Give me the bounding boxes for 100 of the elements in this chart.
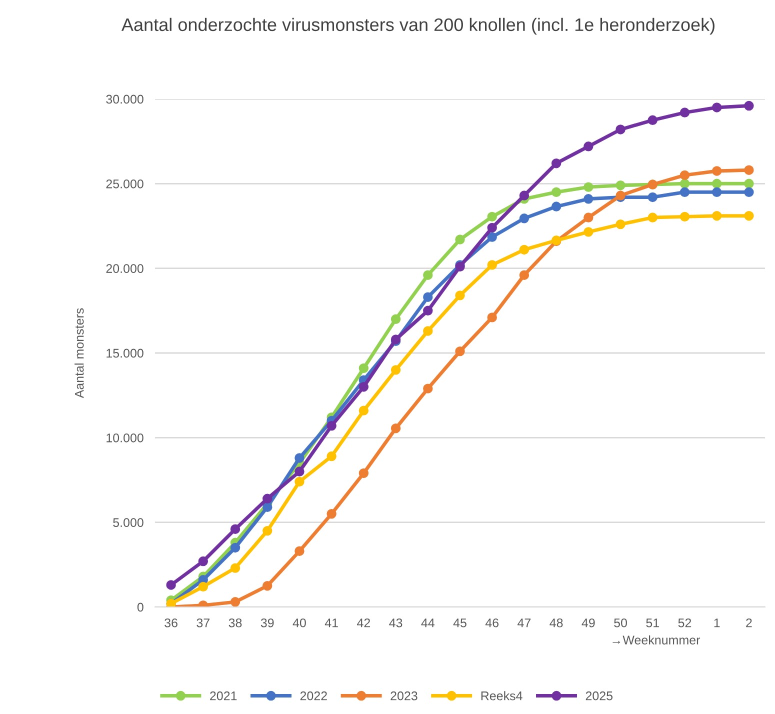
- legend-label: Reeks4: [481, 691, 522, 700]
- y-tick-label: 15.000: [106, 348, 144, 358]
- x-tick-label: 46: [485, 618, 499, 628]
- point: [358, 406, 369, 416]
- point: [230, 524, 240, 534]
- x-tick-label: 37: [196, 618, 210, 628]
- point: [584, 212, 594, 222]
- x-tick-label: 43: [389, 618, 402, 628]
- point: [680, 187, 690, 197]
- point: [551, 158, 562, 168]
- point: [616, 180, 626, 190]
- point: [230, 597, 240, 607]
- point: [294, 546, 304, 556]
- point: [519, 190, 530, 200]
- x-tick-label: 49: [582, 618, 595, 628]
- point: [487, 260, 497, 270]
- point: [648, 115, 658, 126]
- point: [712, 178, 722, 189]
- point: [423, 326, 433, 336]
- point: [712, 166, 722, 176]
- point: [326, 509, 336, 519]
- point: [423, 292, 433, 302]
- point: [423, 306, 433, 316]
- point: [230, 563, 240, 573]
- point: [262, 526, 272, 536]
- point: [423, 270, 433, 280]
- legend-label: 2021: [210, 691, 237, 700]
- point: [519, 244, 530, 255]
- point: [390, 423, 401, 434]
- point: [358, 382, 369, 392]
- point: [487, 212, 497, 222]
- y-tick-label: 25.000: [106, 179, 144, 188]
- point: [487, 222, 497, 233]
- y-tick-label: 0: [137, 602, 144, 612]
- point: [262, 580, 272, 591]
- point: [551, 202, 562, 212]
- point: [584, 142, 594, 152]
- point: [616, 219, 626, 230]
- x-tick-label: 52: [678, 618, 692, 628]
- point: [712, 210, 722, 221]
- point: [455, 346, 465, 356]
- y-axis-title: Aantal monsters: [74, 308, 84, 398]
- y-tick-label: 10.000: [106, 433, 144, 442]
- point: [390, 314, 401, 324]
- x-tick-label: 47: [518, 618, 531, 628]
- x-tick-label: 50: [614, 618, 627, 628]
- point: [358, 468, 369, 478]
- point: [680, 108, 690, 118]
- x-tick-label: 40: [292, 618, 306, 628]
- point: [294, 476, 304, 487]
- point: [487, 232, 497, 242]
- y-tick-label: 30.000: [106, 94, 144, 104]
- point: [744, 210, 754, 221]
- point: [455, 234, 465, 244]
- point: [744, 165, 754, 175]
- x-axis-title: →Weeknummer: [612, 635, 700, 644]
- point: [326, 420, 336, 431]
- x-tick-label: 42: [357, 618, 370, 628]
- point: [487, 312, 497, 322]
- point: [744, 100, 754, 111]
- point: [744, 187, 754, 197]
- chart-title: Aantal onderzochte virusmonsters van 200 knollen (incl. 1e heronderzoek): [121, 18, 714, 35]
- point: [358, 363, 369, 374]
- point: [294, 466, 304, 476]
- x-tick-label: 45: [453, 618, 466, 628]
- point: [744, 178, 754, 189]
- point: [712, 187, 722, 197]
- x-tick-label: 41: [324, 618, 338, 628]
- point: [584, 182, 594, 192]
- point: [551, 187, 562, 197]
- point: [519, 270, 530, 280]
- point: [230, 542, 240, 553]
- point: [455, 290, 465, 300]
- point: [584, 227, 594, 237]
- x-tick-label: 39: [260, 618, 274, 628]
- point: [198, 556, 208, 566]
- y-tick-label: 5.000: [113, 518, 144, 527]
- point: [390, 365, 401, 375]
- point: [326, 451, 336, 462]
- point: [712, 102, 722, 112]
- legend-label: 2023: [390, 691, 418, 700]
- point: [423, 384, 433, 394]
- point: [198, 582, 208, 592]
- point: [584, 194, 594, 204]
- point: [648, 212, 658, 222]
- point: [294, 453, 304, 463]
- legend-label: 2022: [300, 691, 327, 700]
- point: [262, 502, 272, 512]
- x-tick-label: 51: [646, 618, 659, 628]
- x-tick-label: 1: [714, 618, 720, 628]
- legend-label: 2025: [586, 691, 613, 700]
- x-tick-label: 48: [550, 618, 563, 628]
- point: [680, 212, 690, 222]
- point: [519, 214, 530, 224]
- y-tick-label: 20.000: [106, 264, 144, 273]
- x-tick-label: 44: [421, 618, 434, 628]
- x-tick-label: 38: [228, 618, 242, 628]
- point: [680, 170, 690, 180]
- point: [648, 192, 658, 202]
- x-tick-label: 2: [746, 618, 752, 628]
